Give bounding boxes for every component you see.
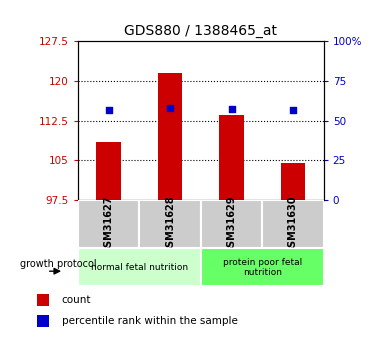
Bar — [78, 248, 201, 286]
Bar — [37, 294, 49, 306]
Text: count: count — [62, 295, 91, 305]
Bar — [139, 200, 201, 248]
Title: GDS880 / 1388465_at: GDS880 / 1388465_at — [124, 23, 277, 38]
Bar — [37, 315, 49, 327]
Text: GSM31627: GSM31627 — [104, 195, 114, 254]
Bar — [201, 248, 324, 286]
Text: percentile rank within the sample: percentile rank within the sample — [62, 316, 238, 326]
Text: GSM31629: GSM31629 — [227, 195, 237, 254]
Bar — [262, 200, 324, 248]
Text: GSM31630: GSM31630 — [288, 195, 298, 254]
Text: protein poor fetal
nutrition: protein poor fetal nutrition — [223, 258, 302, 277]
Point — [167, 105, 173, 111]
Text: normal fetal nutrition: normal fetal nutrition — [91, 263, 188, 272]
Bar — [219, 116, 244, 200]
Bar — [281, 163, 305, 200]
Bar — [78, 200, 139, 248]
Point — [229, 106, 235, 111]
Bar — [96, 142, 121, 200]
Text: growth protocol: growth protocol — [20, 259, 96, 268]
Point — [290, 107, 296, 112]
Text: GSM31628: GSM31628 — [165, 195, 175, 254]
Point — [106, 107, 112, 112]
Bar — [158, 73, 183, 200]
Bar — [201, 200, 262, 248]
